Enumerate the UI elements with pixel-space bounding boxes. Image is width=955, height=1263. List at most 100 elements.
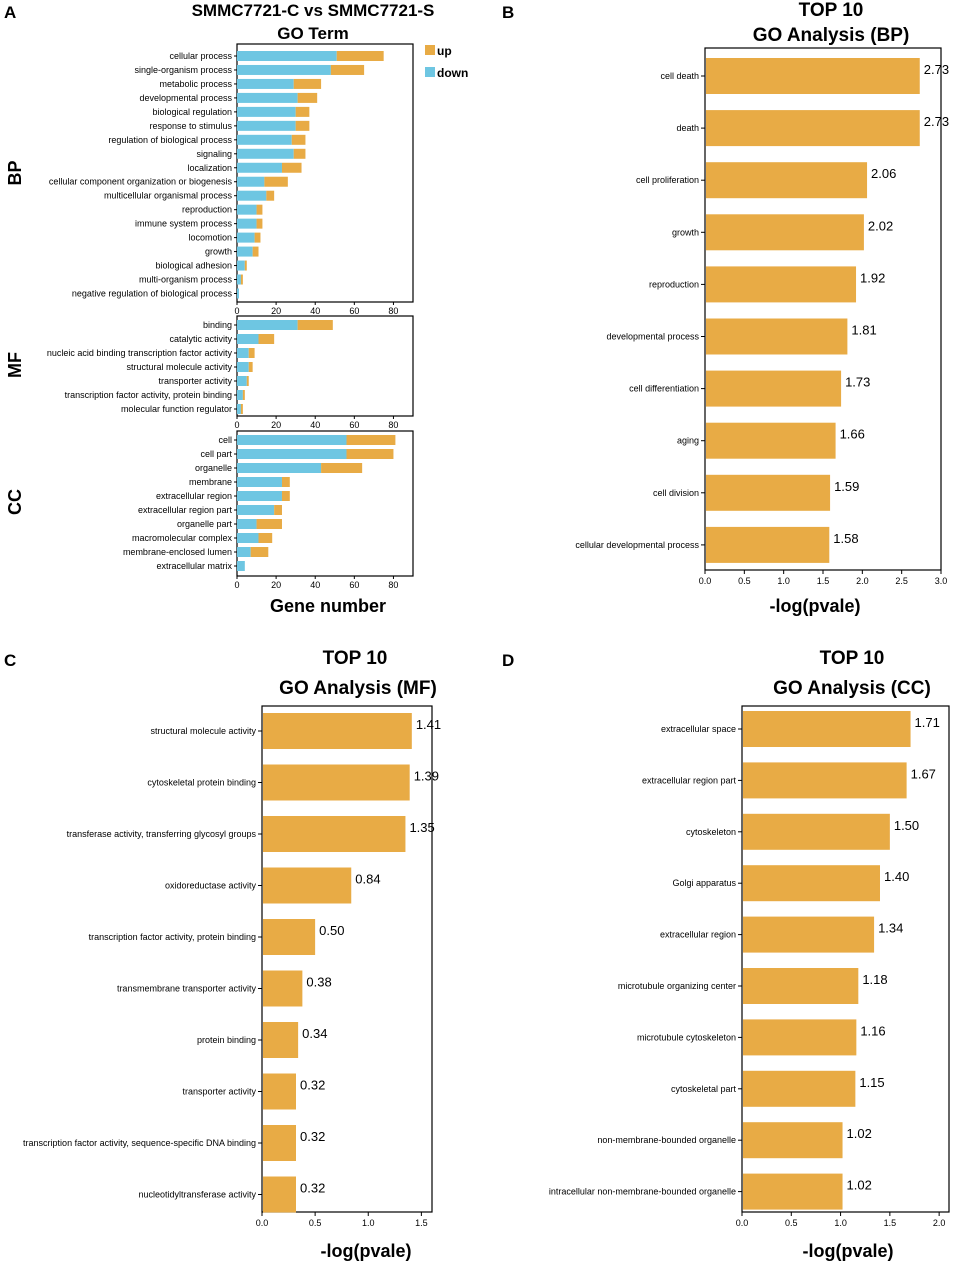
panel-d-xtick-label: 1.5	[884, 1218, 897, 1228]
panel-a-mf-up-bar	[248, 348, 255, 358]
panel-b-xtick-label: 1.0	[777, 576, 790, 586]
panel-a-cc-down-bar	[237, 533, 259, 543]
panel-a-cc-category-label: organelle	[195, 463, 232, 473]
panel-a-cc-down-bar	[237, 505, 275, 515]
panel-a-xtick-label: 0	[234, 306, 239, 316]
panel-c-value-label: 1.35	[409, 820, 434, 835]
panel-a-mf-category-label: nucleic acid binding transcription facto…	[47, 348, 233, 358]
panel-a-bp-up-bar	[256, 218, 263, 229]
panel-a-xtick-label: 20	[271, 420, 281, 430]
panel-b-bar	[706, 526, 830, 563]
panel-a-cc-up-bar	[281, 491, 290, 501]
panel-b-xtick-label: 0.0	[699, 576, 712, 586]
panel-d-title-line2: GO Analysis (CC)	[773, 678, 931, 699]
panel-a-cc-up-bar	[250, 547, 269, 557]
panel-a-cc-category-label: extracellular region	[156, 491, 232, 501]
panel-d-bar	[743, 762, 907, 799]
panel-a-xtick-label: 0	[234, 580, 239, 590]
panel-a-bp-up-bar	[330, 64, 365, 75]
panel-a-mf-up-bar	[248, 362, 253, 372]
panel-b-bar	[706, 214, 864, 251]
panel-d-value-label: 1.18	[862, 972, 887, 987]
panel-d-xtick-label: 0.0	[736, 1218, 749, 1228]
panel-a-cc-category-label: extracellular region part	[138, 505, 233, 515]
panel-a-xtick-label: 40	[310, 580, 320, 590]
panel-b-value-label: 1.66	[840, 427, 865, 442]
panel-b-value-label: 1.58	[833, 531, 858, 546]
panel-d-category-label: non-membrane-bounded organelle	[597, 1135, 736, 1145]
panel-a-mf-frame	[236, 315, 414, 417]
panel-a-cc-up-bar	[256, 519, 282, 529]
panel-a-cc-down-bar	[237, 561, 245, 571]
panel-d-bar	[743, 813, 890, 850]
panel-a-xtick-label: 60	[349, 580, 359, 590]
panel-a-bp-up-bar	[252, 246, 259, 257]
section-cc-label: CC	[5, 489, 25, 515]
panel-a-bp-category-label: multi-organism process	[139, 275, 233, 285]
panel-d-value-label: 1.71	[915, 715, 940, 730]
panel-d-category-label: extracellular space	[661, 724, 736, 734]
panel-b-title-line2: GO Analysis (BP)	[753, 25, 910, 46]
panel-c-label: C	[4, 651, 16, 670]
panel-a-bp-down-bar	[237, 78, 294, 89]
panel-a-cc-frame	[236, 430, 414, 577]
panel-b-bar	[706, 58, 920, 94]
panel-d-category-label: microtubule cytoskeleton	[637, 1032, 736, 1042]
panel-d-category-label: extracellular region part	[642, 775, 737, 785]
panel-c-category-label: protein binding	[197, 1035, 256, 1045]
panel-c-bar	[263, 764, 410, 801]
panel-a-title-line1: SMMC7721-C vs SMMC7721-S	[192, 1, 435, 20]
panel-c-xtick-label: 1.5	[415, 1218, 428, 1228]
panel-a-cc-down-bar	[237, 547, 251, 557]
panel-b-xtick-label: 1.5	[817, 576, 830, 586]
panel-d-frame	[741, 705, 950, 1213]
panel-c-category-label: oxidoreductase activity	[165, 881, 257, 891]
panel-c-bar	[263, 970, 303, 1007]
panel-b-value-label: 1.92	[860, 270, 885, 285]
panel-d-category-label: intracellular non-membrane-bounded organ…	[549, 1187, 736, 1197]
panel-d-value-label: 1.16	[860, 1023, 885, 1038]
panel-a-bp-up-bar	[297, 92, 318, 103]
panel-d-bar	[743, 916, 875, 953]
panel-a-mf-category-label: catalytic activity	[169, 334, 232, 344]
panel-d-xlabel: -log(pvale)	[802, 1241, 893, 1261]
panel-a-cc-down-bar	[237, 519, 257, 529]
panel-a-bp-down-bar	[237, 162, 282, 173]
panel-a-mf-down-bar	[237, 362, 249, 372]
panel-b-xtick-label: 2.5	[895, 576, 908, 586]
panel-a-bp-category-label: biological adhesion	[155, 261, 232, 271]
panel-a-bp-frame	[236, 43, 414, 303]
panel-a-bp-up-bar	[254, 232, 261, 243]
panel-d-value-label: 1.15	[859, 1075, 884, 1090]
panel-d-bar	[743, 1019, 857, 1056]
panel-a-cc-category-label: extracellular matrix	[156, 561, 232, 571]
panel-c-xtick-label: 0.5	[309, 1218, 322, 1228]
section-mf-label: MF	[5, 352, 25, 378]
panel-b-value-label: 2.06	[871, 166, 896, 181]
panel-a-mf-down-bar	[237, 320, 298, 330]
panel-d-value-label: 1.50	[894, 818, 919, 833]
section-bp-label: BP	[5, 160, 25, 185]
panel-b-category-label: cell death	[660, 71, 699, 81]
panel-a-mf-category-label: structural molecule activity	[126, 362, 232, 372]
panel-b-category-label: death	[676, 123, 699, 133]
panel-c-value-label: 1.41	[416, 717, 441, 732]
panel-b-value-label: 2.73	[924, 114, 949, 129]
panel-a-bp-down-bar	[237, 120, 296, 131]
panel-b-xtick-label: 0.5	[738, 576, 751, 586]
panel-a-bp-category-label: immune system process	[135, 219, 233, 229]
panel-a-cc-category-label: organelle part	[177, 519, 233, 529]
panel-c-value-label: 0.32	[300, 1078, 325, 1093]
panel-a-mf-down-bar	[237, 334, 259, 344]
panel-a-xtick-label: 20	[271, 306, 281, 316]
panel-c-category-label: transmembrane transporter activity	[117, 984, 257, 994]
panel-a-bp-down-bar	[237, 64, 331, 75]
panel-d-category-label: cytoskeletal part	[671, 1084, 737, 1094]
panel-a-xtick-label: 20	[271, 580, 281, 590]
panel-c-value-label: 1.39	[414, 769, 439, 784]
panel-d-label: D	[502, 651, 514, 670]
panel-c-category-label: structural molecule activity	[150, 726, 256, 736]
panel-a-bp-up-bar	[266, 190, 275, 201]
panel-a-cc-up-bar	[346, 435, 396, 445]
